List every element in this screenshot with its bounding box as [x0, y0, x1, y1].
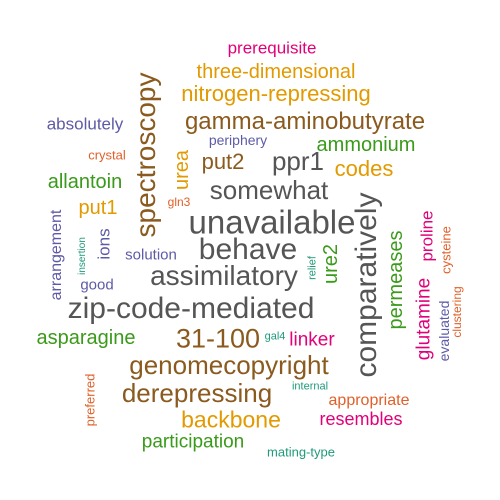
word-evaluated: evaluated	[436, 300, 452, 362]
word-arrangement: arrangement	[48, 209, 65, 301]
word-relief: relief	[306, 256, 319, 280]
word-derepressing: derepressing	[121, 378, 273, 408]
word-codes: codes	[334, 156, 394, 181]
word-genomecopyright: genomecopyright	[129, 350, 329, 380]
word-nitrogen-repressing: nitrogen-repressing	[181, 81, 371, 106]
word-backbone: backbone	[181, 406, 281, 433]
word-clustering: clustering	[450, 286, 464, 338]
word-gln3: gln3	[167, 195, 191, 209]
word-somewhat: somewhat	[209, 175, 329, 205]
word-internal: internal	[291, 380, 329, 393]
word-gal4: gal4	[264, 330, 286, 343]
word-proline: proline	[417, 210, 437, 262]
word-good: good	[80, 276, 114, 294]
word-glutamine: glutamine	[413, 277, 435, 361]
word-preferred: preferred	[82, 373, 98, 427]
word-ure2: ure2	[320, 243, 342, 285]
word-asparagine: asparagine	[36, 327, 136, 349]
word-gamma-aminobutyrate: gamma-aminobutyrate	[184, 108, 426, 135]
word-solution: solution	[125, 246, 177, 264]
word-absolutely: absolutely	[46, 114, 124, 134]
word-resembles: resembles	[319, 409, 403, 429]
word-three-dimensional: three-dimensional	[196, 61, 356, 83]
word-spectroscopy: spectroscopy	[130, 72, 161, 238]
word-cysteine: cysteine	[438, 226, 454, 274]
word-ions: ions	[94, 228, 114, 260]
word-allantoin: allantoin	[47, 171, 123, 193]
word-appropriate: appropriate	[328, 392, 410, 409]
word-periphery: periphery	[208, 132, 268, 148]
word-assimilatory: assimilatory	[150, 260, 298, 291]
word-put1: put1	[78, 197, 118, 219]
word-comparatively: comparatively	[350, 192, 383, 378]
word-insertion: insertion	[77, 237, 88, 275]
word-linker: linker	[289, 329, 335, 351]
word-unavailable: unavailable	[188, 203, 356, 241]
word-put2: put2	[201, 149, 245, 174]
word-participation: participation	[141, 431, 245, 453]
word-permeases: permeases	[385, 230, 407, 330]
word-prerequisite: prerequisite	[227, 38, 317, 58]
word-ammonium: ammonium	[316, 134, 416, 156]
word-behave: behave	[198, 233, 298, 266]
word-mating-type: mating-type	[267, 444, 335, 460]
word-ppr1: ppr1	[271, 146, 325, 176]
word-zip-code-mediated: zip-code-mediated	[67, 292, 315, 325]
word-urea: urea	[171, 149, 193, 191]
word-31-100: 31-100	[175, 323, 261, 354]
word-crystal: crystal	[88, 147, 126, 163]
